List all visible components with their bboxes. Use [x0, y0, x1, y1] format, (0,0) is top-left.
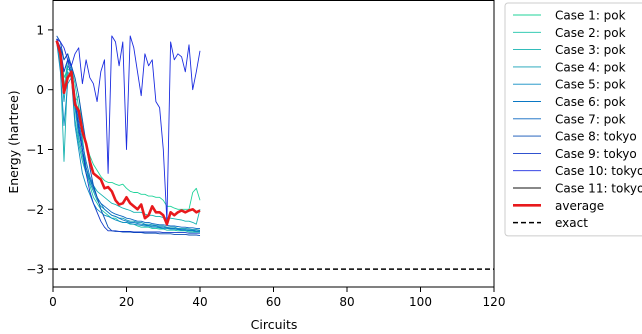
series-line-9	[56, 38, 200, 234]
x-axis-label: Circuits	[251, 317, 298, 332]
x-tick-label: 60	[266, 295, 281, 309]
x-tick-label: 120	[483, 295, 506, 309]
legend-label: Case 5: pok	[555, 78, 626, 92]
series-line-8	[56, 35, 201, 237]
legend-label: Case 2: pok	[555, 26, 626, 40]
legend-label: Case 1: pok	[555, 9, 626, 23]
series-line-4	[56, 38, 201, 231]
series-line-1	[56, 40, 201, 210]
series-line-12	[55, 40, 201, 226]
legend-label: Case 6: pok	[555, 95, 626, 109]
y-axis: −3 −2 −1 0 1	[26, 23, 53, 277]
series-line-6	[56, 38, 200, 232]
plot-frame	[52, 0, 495, 288]
legend-label: Case 4: pok	[555, 60, 626, 74]
x-axis: 0 20 40 60 80 100 120	[49, 287, 505, 309]
legend-label: Case 10: tokyo	[555, 164, 642, 178]
legend: Case 1: pok Case 2: pok Case 3: pok Case 4:…	[504, 2, 642, 237]
x-tick-label: 20	[119, 295, 134, 309]
x-tick-label: 40	[192, 295, 207, 309]
x-tick-label: 0	[49, 295, 57, 309]
y-axis-label: Energy (hartree)	[6, 90, 21, 193]
y-tick-label: −3	[26, 263, 44, 277]
legend-label: Case 8: tokyo	[555, 130, 637, 144]
series-line-5	[56, 41, 200, 232]
legend-label: Case 7: pok	[555, 112, 626, 126]
plot-area	[52, 0, 495, 288]
legend-label: Case 9: tokyo	[555, 147, 637, 161]
x-tick-label: 80	[339, 295, 354, 309]
y-tick-label: 1	[36, 23, 44, 37]
legend-label: Case 3: pok	[555, 43, 626, 57]
series-line-3	[56, 41, 201, 225]
y-tick-label: −2	[26, 203, 44, 217]
legend-box	[504, 2, 642, 237]
y-tick-label: −1	[26, 143, 44, 157]
series-line-7	[56, 41, 200, 229]
legend-label: exact	[555, 216, 588, 230]
y-tick-label: 0	[36, 83, 44, 97]
series-line-10	[56, 35, 201, 222]
legend-label: average	[555, 199, 604, 213]
legend-label: Case 11: tokyo	[555, 182, 642, 196]
x-tick-label: 100	[409, 295, 432, 309]
